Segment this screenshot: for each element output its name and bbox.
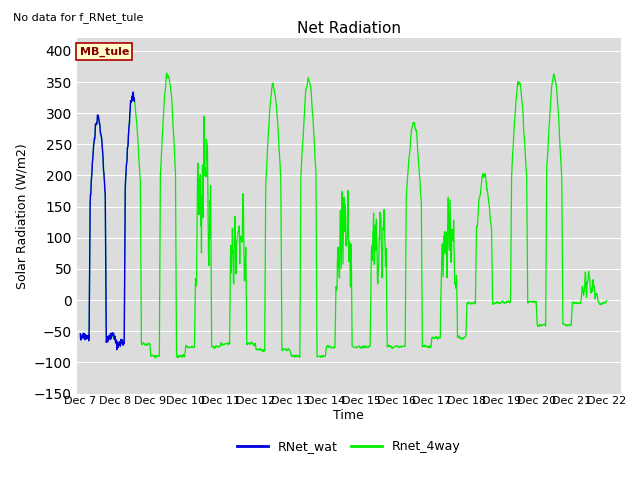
X-axis label: Time: Time (333, 409, 364, 422)
Y-axis label: Solar Radiation (W/m2): Solar Radiation (W/m2) (15, 143, 28, 289)
Title: Net Radiation: Net Radiation (297, 21, 401, 36)
Text: MB_tule: MB_tule (79, 47, 129, 57)
Legend: RNet_wat, Rnet_4way: RNet_wat, Rnet_4way (232, 435, 466, 458)
Text: No data for f_RNet_tule: No data for f_RNet_tule (13, 12, 143, 23)
